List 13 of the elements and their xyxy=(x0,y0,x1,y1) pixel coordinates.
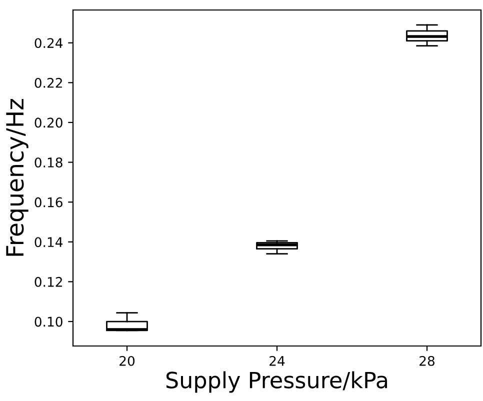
y-tick-label: 0.20 xyxy=(34,118,62,128)
y-tick-label: 0.22 xyxy=(34,78,62,88)
y-tick-label: 0.16 xyxy=(34,197,62,208)
x-tick-label: 20 xyxy=(120,356,135,366)
y-tick-label: 0.10 xyxy=(34,316,62,327)
y-tick-label: 0.12 xyxy=(34,276,62,287)
x-axis-title: Supply Pressure/kPa xyxy=(166,371,387,393)
y-tick-label: 0.24 xyxy=(34,38,63,48)
y-tick-label: 0.18 xyxy=(34,157,62,168)
y-tick-label: 0.14 xyxy=(34,237,63,248)
x-tick-label: 28 xyxy=(420,356,434,366)
y-axis-title: Frequency/Hz xyxy=(6,98,28,256)
x-tick-label: 24 xyxy=(270,356,285,366)
